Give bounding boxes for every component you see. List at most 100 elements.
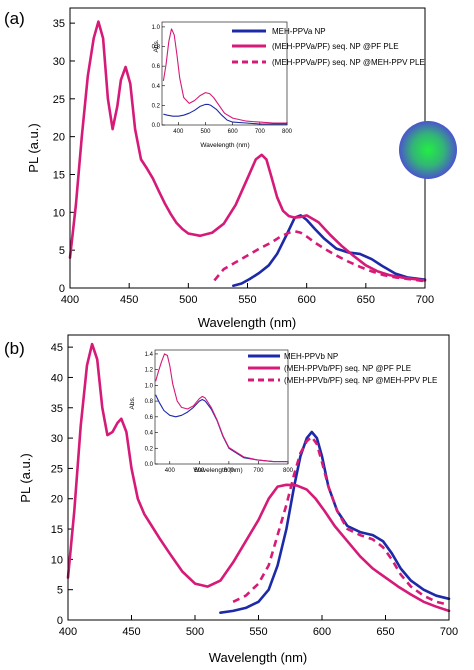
- panel-b-series: [66, 342, 451, 615]
- legend-b-label-3: (MEH-PPVb/PF) seq. NP @MEH-PPV PLE: [284, 376, 437, 385]
- b-ytick-label-40: 40: [51, 372, 63, 384]
- a-ytick-label-35: 35: [53, 18, 65, 30]
- panel-a-inset-ylabel: Abs.: [153, 39, 160, 52]
- a-xtick-label-600: 600: [297, 294, 315, 306]
- a-ytick-label-10: 10: [53, 207, 65, 219]
- legend-a-label-3: (MEH-PPVa/PF) seq. NP @MEH-PPV PLE: [272, 58, 425, 67]
- b-xtick-label-400: 400: [59, 626, 77, 638]
- a-xtick-label-400: 400: [61, 294, 79, 306]
- b-ytick-label-35: 35: [51, 403, 63, 415]
- panel-a-xaxis-ticks: 400 450 500 550 600 650 700: [61, 283, 434, 306]
- a-inset-ytick-label-3: 0.6: [152, 64, 161, 70]
- legend-a-label-2: (MEH-PPVa/PF) seq. NP @PF PLE: [272, 42, 399, 51]
- legend-b-label-1: MEH-PPVb NP: [284, 352, 338, 361]
- panel-b-label: (b): [4, 339, 25, 358]
- panel-a: (a) 0 5 10 15 20 25 30 35 400 450 500 550 600 650 700…: [4, 7, 457, 330]
- a-inset-xtick-label-600: 600: [228, 129, 239, 135]
- a-series-2-line: [68, 20, 427, 282]
- b-ytick-label-20: 20: [51, 494, 63, 506]
- b-xtick-label-600: 600: [313, 626, 331, 638]
- b-inset-ytick-label-5: 1.0: [145, 383, 154, 389]
- panel-a-legend: MEH-PPVa NP (MEH-PPVa/PF) seq. NP @PF PL…: [232, 27, 425, 67]
- b-series-1-line: [219, 430, 451, 615]
- panel-a-inset-ticks: 0.0 0.2 0.4 0.6 0.8 1.0 400 500 600 700 800: [152, 25, 293, 135]
- a-inset-series-2-line: [162, 28, 287, 124]
- panel-a-label: (a): [4, 9, 25, 28]
- b-xtick-label-500: 500: [186, 626, 204, 638]
- b-xtick-label-700: 700: [440, 626, 458, 638]
- b-inset-series-2-line: [155, 353, 288, 463]
- b-series-2-line: [66, 342, 451, 613]
- b-ytick-label-0: 0: [57, 615, 63, 627]
- panel-a-inset: 0.0 0.2 0.4 0.6 0.8 1.0 400 500 600 700 800 Abs. W…: [152, 21, 293, 149]
- a-inset-ytick-label-2: 0.4: [152, 84, 161, 90]
- a-xtick-label-550: 550: [238, 294, 256, 306]
- panel-a-ylabel: PL (a.u.): [26, 123, 41, 172]
- b-inset-ytick-label-0: 0.0: [145, 462, 154, 468]
- panel-b-plot-frame: [67, 334, 450, 621]
- b-inset-series-1-line: [155, 394, 288, 463]
- b-inset-ytick-label-1: 0.2: [145, 446, 154, 452]
- a-series-3-line: [213, 229, 426, 283]
- nanoparticle-glow-icon: [399, 121, 457, 179]
- a-inset-ytick-label-4: 0.8: [152, 45, 161, 51]
- b-xtick-label-450: 450: [122, 626, 140, 638]
- b-inset-xtick-label-700: 700: [253, 468, 264, 474]
- panel-a-inset-series: [162, 28, 287, 125]
- b-inset-ytick-label-3: 0.6: [145, 415, 154, 421]
- a-ytick-label-15: 15: [53, 169, 65, 181]
- b-ytick-label-45: 45: [51, 342, 63, 354]
- b-inset-xtick-label-800: 800: [283, 468, 294, 474]
- panel-b-xaxis-ticks: 400 450 500 550 600 650 700: [59, 615, 458, 638]
- b-ytick-label-30: 30: [51, 433, 63, 445]
- b-ytick-label-15: 15: [51, 524, 63, 536]
- a-inset-ytick-label-5: 1.0: [152, 25, 161, 31]
- a-series-1-line: [232, 214, 427, 288]
- a-ytick-label-0: 0: [59, 283, 65, 295]
- b-inset-ytick-label-7: 1.4: [145, 352, 154, 358]
- a-ytick-label-5: 5: [59, 245, 65, 257]
- panel-a-xlabel: Wavelength (nm): [198, 315, 297, 330]
- panel-b-inset-series: [155, 353, 288, 463]
- b-ytick-label-25: 25: [51, 463, 63, 475]
- b-series-3-line: [232, 435, 450, 607]
- a-inset-ytick-label-1: 0.2: [152, 103, 161, 109]
- b-xtick-label-650: 650: [376, 626, 394, 638]
- panel-b-legend: MEH-PPVb NP (MEH-PPVb/PF) seq. NP @PF PL…: [248, 352, 437, 385]
- legend-a-label-1: MEH-PPVa NP: [272, 27, 326, 36]
- a-inset-xtick-label-800: 800: [282, 129, 293, 135]
- panel-b-inset-ylabel: Abs.: [129, 396, 136, 409]
- b-ytick-label-10: 10: [51, 554, 63, 566]
- panel-a-yaxis-ticks: 0 5 10 15 20 25 30 35: [53, 18, 75, 295]
- panel-a-inset-xlabel: Wavelength (nm): [200, 142, 249, 149]
- panel-b: (b) 0 5 10 15 20 25 30 35 40 45 400 450 500 550 600 65…: [4, 334, 458, 665]
- a-xtick-label-500: 500: [179, 294, 197, 306]
- b-ytick-label-5: 5: [57, 585, 63, 597]
- a-inset-xtick-label-500: 500: [200, 129, 211, 135]
- a-xtick-label-700: 700: [416, 294, 434, 306]
- a-ytick-label-30: 30: [53, 56, 65, 68]
- panel-b-inset-ticks: 0.0 0.2 0.4 0.6 0.8 1.0 1.2 1.4 400 500 600 700 800: [145, 352, 294, 474]
- b-inset-xtick-label-400: 400: [165, 468, 176, 474]
- a-inset-xtick-label-400: 400: [173, 129, 184, 135]
- b-inset-ytick-label-6: 1.2: [145, 368, 154, 374]
- b-inset-xtick-label-600: 600: [224, 468, 235, 474]
- a-inset-ytick-label-0: 0.0: [152, 123, 161, 129]
- a-ytick-label-25: 25: [53, 94, 65, 106]
- a-ytick-label-20: 20: [53, 132, 65, 144]
- panel-b-yaxis-ticks: 0 5 10 15 20 25 30 35 40 45: [51, 342, 73, 627]
- panel-b-xlabel: Wavelength (nm): [209, 650, 308, 665]
- panel-a-inset-frame: [161, 21, 288, 126]
- a-xtick-label-650: 650: [357, 294, 375, 306]
- a-inset-series-1-line: [163, 103, 287, 125]
- panel-b-inset-xlabel: Wavelength (nm): [193, 467, 242, 474]
- panel-b-ylabel: PL (a.u.): [18, 453, 33, 502]
- panel-a-series: [68, 20, 427, 288]
- b-inset-xtick-label-500: 500: [194, 468, 205, 474]
- a-xtick-label-450: 450: [120, 294, 138, 306]
- b-inset-ytick-label-4: 0.8: [145, 399, 154, 405]
- b-xtick-label-550: 550: [249, 626, 267, 638]
- a-inset-xtick-label-700: 700: [255, 129, 266, 135]
- legend-b-label-2: (MEH-PPVb/PF) seq. NP @PF PLE: [284, 364, 411, 373]
